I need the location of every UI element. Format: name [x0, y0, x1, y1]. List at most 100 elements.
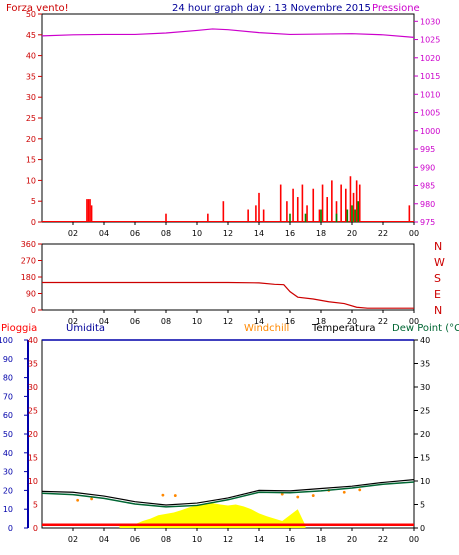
wind-bar	[326, 197, 328, 222]
temp-x-tick-label: 14	[254, 535, 264, 544]
wind-gust-bar	[335, 213, 338, 222]
wind-x-tick-label: 08	[161, 229, 171, 238]
temp-y-tick: 30	[420, 383, 430, 392]
temp-x-tick-label: 10	[192, 535, 202, 544]
humidity-y-tick: 0	[8, 524, 13, 533]
pressure-y-tick: 1020	[420, 54, 440, 63]
humidity-y-tick: 30	[3, 468, 13, 477]
direction-y-tick: 270	[21, 257, 36, 266]
direction-x-tick-label: 14	[254, 317, 264, 326]
direction-x-tick-label: 10	[192, 317, 202, 326]
direction-y-tick: 0	[31, 306, 36, 315]
direction-x-tick-label: 00	[409, 317, 419, 326]
pressure-y-tick: 1000	[420, 127, 440, 136]
rain-y-tick: 10	[28, 477, 38, 486]
direction-x-tick-label: 06	[130, 317, 140, 326]
pressure-y-tick: 985	[420, 182, 435, 191]
direction-x-tick-label: 08	[161, 317, 171, 326]
temp-y-tick: 15	[420, 454, 430, 463]
temp-y-tick: 35	[420, 360, 430, 369]
wind-y-tick: 30	[26, 93, 36, 102]
wind-panel-frame	[41, 13, 415, 223]
wind-axis-label: Forza vento!	[6, 3, 69, 14]
temp-x-tick-label: 06	[130, 535, 140, 544]
wind-x-tick-label: 10	[192, 229, 202, 238]
pressure-axis-label: Pressione	[372, 3, 420, 14]
humidity-y-tick: 100	[0, 336, 13, 345]
direction-y-tick: 180	[21, 273, 36, 282]
direction-y-tick: 360	[21, 240, 36, 249]
humidity-y-tick: 50	[3, 430, 13, 439]
wind-bar	[296, 197, 299, 222]
windchill-point	[76, 498, 80, 502]
wind-x-tick-label: 06	[130, 229, 140, 238]
wind-bar	[86, 199, 88, 222]
temp-x-tick-label: 08	[161, 535, 171, 544]
wind-bar	[262, 209, 265, 222]
rain-y-tick: 35	[28, 360, 38, 369]
pressure-y-tick: 1015	[420, 72, 440, 81]
wind-bar	[301, 184, 304, 222]
windchill-point	[173, 494, 177, 497]
direction-y-tick: 90	[26, 290, 36, 299]
direction-line	[42, 281, 414, 309]
windchill-point	[358, 488, 362, 492]
pressure-y-tick: 1025	[420, 36, 440, 45]
compass-e: E	[434, 288, 441, 301]
wind-bar	[335, 201, 338, 222]
temp-x-tick-label: 16	[285, 535, 295, 544]
direction-x-tick-label: 18	[316, 317, 326, 326]
wind-gust-bar	[346, 209, 349, 222]
compass-n-top: N	[434, 240, 442, 253]
wind-bar	[352, 192, 355, 222]
wind-y-tick: 35	[26, 72, 36, 81]
wind-bar	[89, 199, 91, 222]
wind-bar	[321, 184, 324, 222]
wind-x-tick-label: 18	[316, 229, 326, 238]
chart-title: 24 hour graph day : 13 Novembre 2015	[172, 3, 371, 14]
wind-gust-bar	[320, 209, 322, 222]
wind-bar	[90, 205, 93, 222]
sun-area	[119, 503, 306, 528]
pressure-y-tick: 975	[420, 218, 435, 227]
windchill-point	[296, 495, 300, 499]
pressure-line	[41, 28, 415, 38]
direction-x-tick-label: 04	[99, 317, 109, 326]
wind-bar	[258, 192, 260, 222]
dewpoint-line	[41, 481, 415, 508]
temp-y-tick: 10	[420, 477, 430, 486]
wind-y-tick: 45	[26, 31, 36, 40]
wind-x-tick-label: 00	[409, 229, 419, 238]
temp-x-tick-label: 18	[316, 535, 326, 544]
humidity-y-tick: 60	[3, 411, 13, 420]
wind-bar	[355, 180, 358, 222]
wind-x-tick-label: 16	[285, 229, 295, 238]
humidity-y-tick: 80	[3, 374, 13, 383]
wind-x-tick-label: 22	[378, 229, 388, 238]
wind-y-tick: 0	[31, 218, 36, 227]
humidity-y-tick: 40	[3, 449, 13, 458]
wind-y-tick: 40	[26, 52, 36, 61]
rain-y-tick: 25	[28, 407, 38, 416]
humidity-y-tick: 20	[3, 486, 13, 495]
wind-bar	[345, 188, 347, 222]
temp-y-tick: 25	[420, 407, 430, 416]
windchill-point	[311, 494, 315, 497]
pressure-y-tick: 1005	[420, 109, 440, 118]
wind-bar	[207, 213, 209, 222]
compass-w: W	[434, 256, 445, 269]
wind-bar	[222, 201, 225, 222]
wind-bar	[306, 205, 308, 222]
wind-gust-bar	[304, 213, 307, 222]
wind-gust-bar	[351, 205, 353, 222]
wind-gust-bar	[289, 213, 291, 222]
wind-y-tick: 15	[26, 156, 36, 165]
legend-pioggia: Pioggia	[1, 323, 37, 334]
wind-gust-bar	[354, 209, 356, 222]
legend-windchill: Windchill	[244, 323, 289, 334]
temp-x-tick-label: 00	[409, 535, 419, 544]
wind-bar	[318, 209, 321, 222]
temp-x-tick-label: 22	[378, 535, 388, 544]
temp-x-tick-label: 02	[68, 535, 78, 544]
